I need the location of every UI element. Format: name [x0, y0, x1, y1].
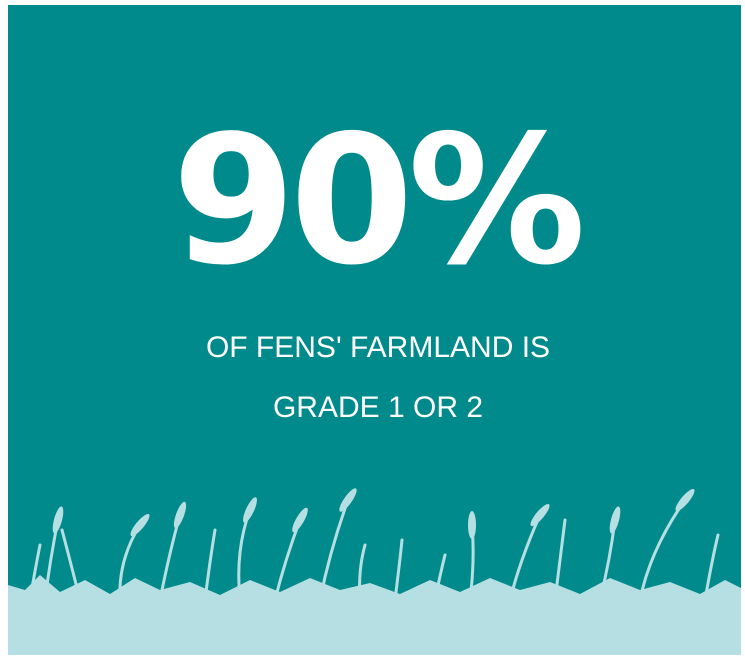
grass-ground	[8, 575, 741, 655]
caption-line: OF FENS' FARMLAND IS	[206, 331, 550, 364]
grass-heads	[52, 488, 695, 539]
stat: 90%	[172, 97, 581, 304]
caption-line: GRADE 1 OR 2	[273, 391, 483, 424]
